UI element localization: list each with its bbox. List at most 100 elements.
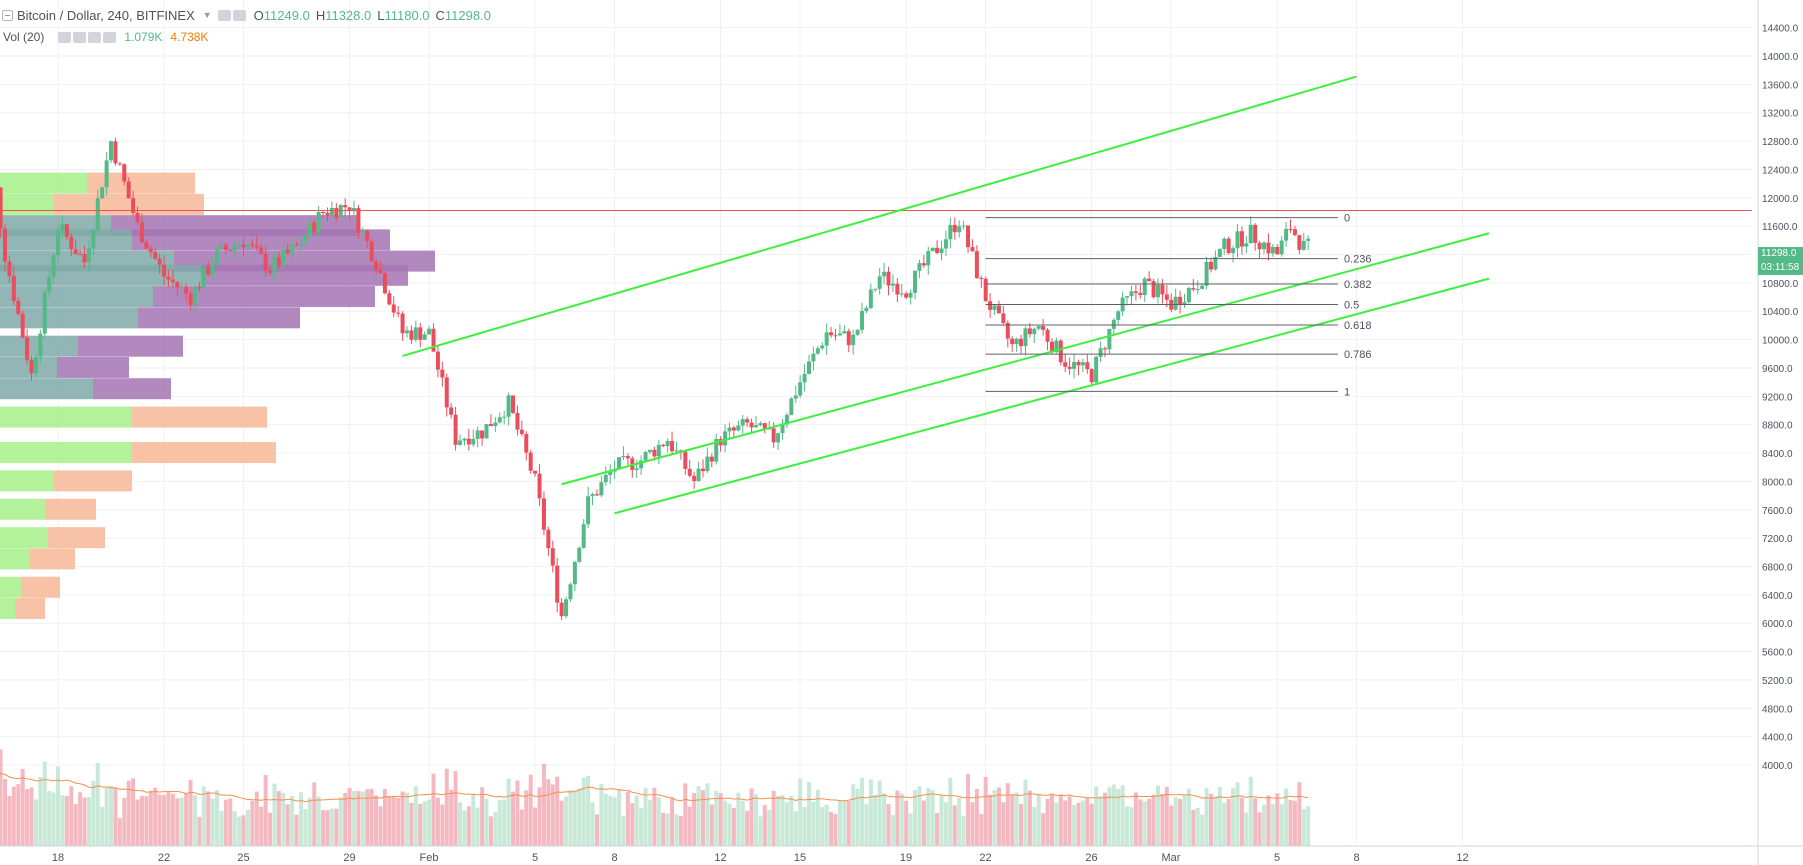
eye-icon[interactable] [58,31,72,43]
candle-body [471,438,476,445]
candle-body [60,224,65,231]
volume-profile-up-bar [0,470,54,492]
candle-body [979,278,984,280]
volume-bar [1270,804,1275,846]
settings-icon[interactable] [232,9,246,21]
volume-bar [1173,797,1178,846]
candle-body [617,457,622,470]
volume-bar [824,804,829,846]
volume-bar [705,783,710,846]
volume-bar [409,803,414,846]
candle-body [833,335,838,337]
volume-bar [674,814,679,846]
candle-body [939,248,944,254]
candle-body [1067,366,1072,369]
candle-body [458,440,463,445]
volume-bar [1191,809,1196,846]
candle-body [882,271,887,277]
candle-body [590,494,595,497]
candle-body [259,247,264,254]
candle-body [1208,261,1213,270]
candle-body [170,279,175,283]
volume-bar [351,791,356,846]
volume-bar [95,762,100,846]
volume-bar [1133,792,1138,846]
candle-body [621,456,626,458]
volume-bar [1142,801,1147,846]
volume-profile-down-bar [132,442,276,464]
settings-icon[interactable] [73,31,87,43]
candle-body [877,276,882,289]
volume-bar [802,807,807,846]
volume-bar [157,794,162,846]
candle-body [51,255,56,277]
volume-bar [776,795,781,846]
volume-bar [1231,788,1236,846]
volume-bar [431,773,436,846]
last-price-label: 11298.0 [1758,247,1803,261]
volume-bar [1164,786,1169,846]
candle-body [413,327,418,340]
candle-body [855,329,860,335]
close-icon[interactable] [103,31,117,43]
volume-histogram [0,749,1311,846]
price-tick-label: 9600.0 [1762,364,1793,375]
volume-bar [762,805,767,846]
volume-bar [1138,799,1143,846]
volume-bar [957,797,962,846]
candle-body [511,395,516,413]
volume-profile-down-bar [153,286,375,308]
open-label: O [253,7,264,23]
volume-bar [815,789,820,846]
volume-bar [630,803,635,846]
volume-bar [1301,809,1306,846]
candle-body [312,222,317,232]
volume-bar [1297,782,1302,846]
candle-body [334,208,339,218]
candle-body [281,249,286,266]
volume-bar [1129,807,1134,846]
volume-bar [784,802,789,846]
volume-bar [917,786,922,846]
volume-bar [405,792,410,846]
volume-profile-down-bar [54,470,132,492]
volume-bar [541,763,546,846]
price-tick-label: 10800.0 [1762,279,1799,290]
candle-body [263,253,268,271]
volume-bar [170,793,175,846]
volume-bar [586,775,591,846]
volume-bar [109,785,114,846]
volume-bar [692,792,697,846]
candle-body [1058,340,1063,363]
price-tick-label: 5200.0 [1762,676,1793,687]
volume-bar [594,814,599,846]
candle-body [148,248,153,253]
collapse-icon[interactable] [2,9,13,21]
candle-body [29,359,34,374]
volume-profile-up-bar [0,548,30,570]
candle-body [307,222,312,237]
trend-channel-line [614,277,1490,515]
volume-profile-down-bar [138,307,300,329]
eye-icon[interactable] [217,9,231,21]
price-tick-label: 5600.0 [1762,648,1793,659]
chevron-down-icon[interactable]: ▼ [202,10,212,20]
volume-bar [829,811,834,846]
candle-body [564,599,569,617]
volume-bar [820,807,825,846]
candle-body [1262,242,1267,250]
time-tick-label: 19 [900,852,912,864]
fib-level-label: 0 [1344,213,1350,225]
volume-bar [1001,802,1006,846]
candle-body [718,439,723,446]
add-icon[interactable] [88,31,102,43]
candle-body [365,231,370,242]
candle-body [820,345,825,349]
candle-body [86,248,91,263]
volume-bar [502,799,507,846]
volume-bar [895,790,900,846]
volume-bar [568,789,573,846]
volume-bar [1116,788,1121,846]
candle-body [921,263,926,266]
